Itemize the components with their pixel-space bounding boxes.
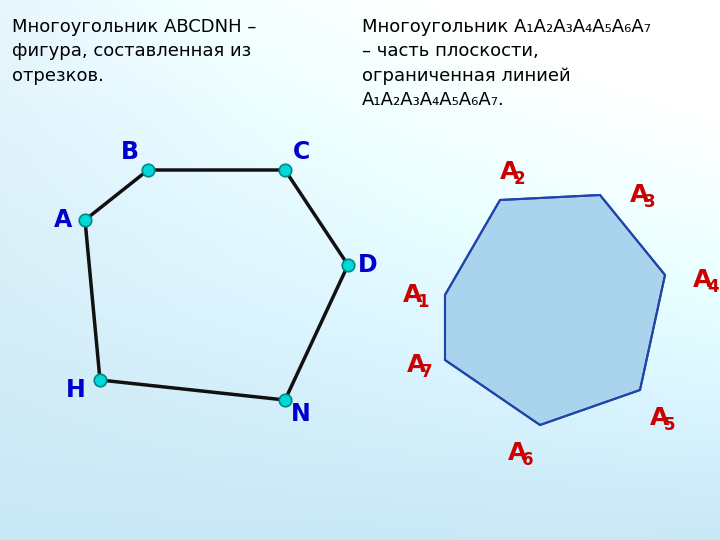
- Polygon shape: [481, 476, 624, 540]
- Polygon shape: [517, 515, 583, 540]
- Text: A: A: [693, 268, 712, 292]
- Polygon shape: [527, 526, 571, 540]
- Polygon shape: [460, 454, 647, 540]
- Text: 4: 4: [707, 278, 719, 296]
- Polygon shape: [507, 504, 595, 540]
- Text: A: A: [630, 183, 649, 207]
- Polygon shape: [522, 520, 577, 540]
- Polygon shape: [471, 465, 636, 540]
- Polygon shape: [496, 492, 606, 540]
- Text: D: D: [358, 253, 378, 277]
- Polygon shape: [538, 537, 559, 540]
- Polygon shape: [502, 498, 600, 540]
- Text: Многоугольник A₁A₂A₃A₄A₅A₆A₇
– часть плоскости,
ограниченная линией
A₁A₂A₃A₄A₅A₆: Многоугольник A₁A₂A₃A₄A₅A₆A₇ – часть пло…: [362, 18, 651, 109]
- Polygon shape: [455, 448, 653, 540]
- Text: A: A: [650, 406, 670, 430]
- Text: A: A: [500, 160, 519, 184]
- Polygon shape: [450, 443, 659, 540]
- Text: 5: 5: [664, 416, 675, 434]
- Polygon shape: [466, 460, 642, 540]
- Text: 1: 1: [417, 293, 428, 311]
- Text: C: C: [292, 140, 310, 164]
- Text: 2: 2: [514, 170, 526, 188]
- Polygon shape: [512, 509, 589, 540]
- Text: 3: 3: [644, 193, 656, 211]
- Polygon shape: [532, 531, 565, 540]
- Text: Многоугольник ABCDNH –
фигура, составленная из
отрезков.: Многоугольник ABCDNH – фигура, составлен…: [12, 18, 256, 85]
- Text: A: A: [54, 208, 72, 232]
- Polygon shape: [445, 437, 665, 540]
- Text: N: N: [291, 402, 311, 426]
- Polygon shape: [491, 487, 612, 540]
- Text: A: A: [508, 441, 527, 465]
- Text: A: A: [407, 353, 426, 377]
- Text: H: H: [66, 378, 86, 402]
- Polygon shape: [476, 470, 630, 540]
- Text: 7: 7: [421, 363, 433, 381]
- Polygon shape: [445, 195, 665, 425]
- Text: 6: 6: [522, 451, 534, 469]
- Text: B: B: [121, 140, 139, 164]
- Polygon shape: [486, 482, 618, 540]
- Text: A: A: [403, 283, 423, 307]
